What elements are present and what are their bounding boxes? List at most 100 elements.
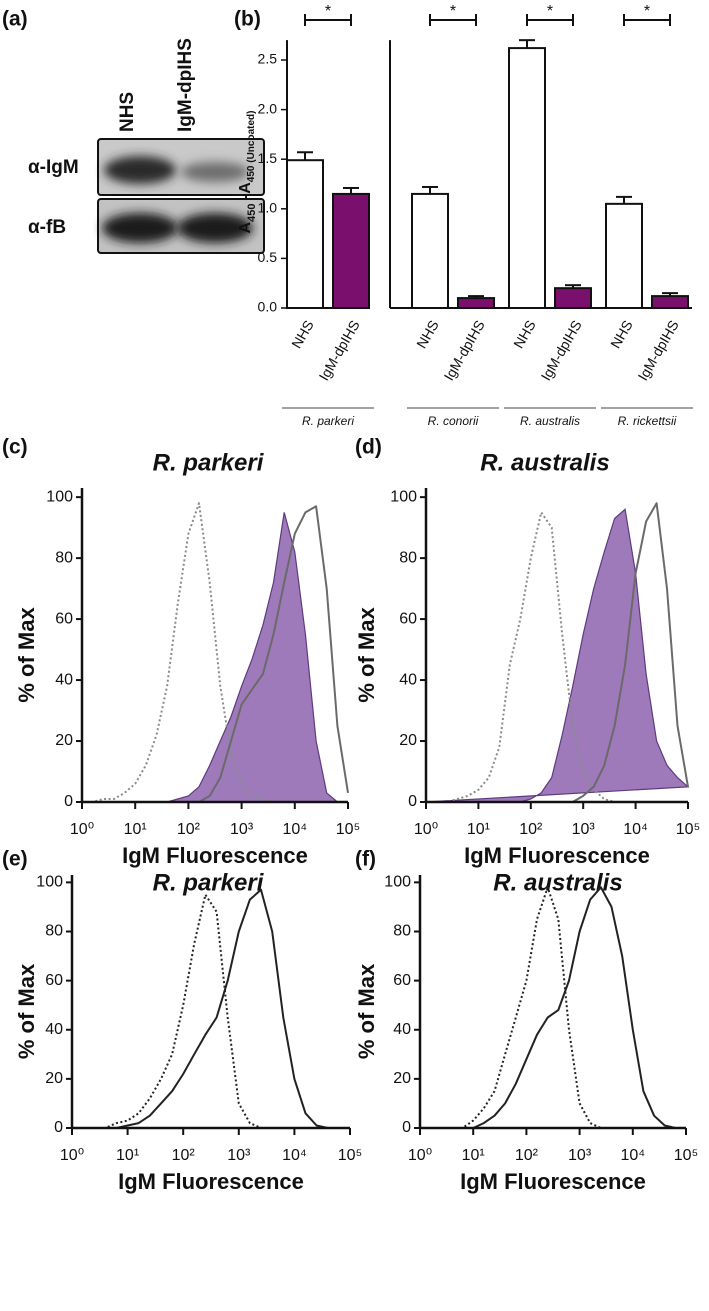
- y-tick-label: 1.5: [258, 150, 278, 166]
- histogram-area: [82, 512, 348, 803]
- significance-star: *: [644, 3, 650, 20]
- y-tick-label: 80: [393, 923, 411, 940]
- group-label: R. australis: [520, 414, 580, 428]
- x-axis-label: IgM Fluorescence: [122, 843, 308, 868]
- y-axis-label-part: A: [237, 221, 254, 233]
- y-tick-label: 60: [55, 610, 73, 627]
- x-tick-label: 10⁰: [408, 1147, 432, 1164]
- bar: [286, 159, 324, 309]
- x-tick-label: 10⁴: [623, 821, 648, 838]
- y-axis-label: % of Max: [14, 963, 39, 1059]
- bar: [651, 295, 689, 310]
- histogram-line: [72, 888, 350, 1129]
- bar: [332, 192, 370, 309]
- blot-band: [104, 156, 176, 184]
- bar: [508, 47, 546, 309]
- x-tick-label: 10²: [177, 821, 201, 838]
- chart-title: R. australis: [493, 869, 622, 896]
- panel-label: (d): [355, 436, 382, 459]
- y-tick-label: 0: [64, 793, 73, 810]
- x-tick-label: 10⁰: [70, 821, 94, 838]
- group-label: R. parkeri: [302, 414, 354, 428]
- blot-band: [102, 213, 178, 243]
- y-tick-label: 40: [393, 1021, 411, 1038]
- y-tick-label: 100: [390, 488, 417, 505]
- x-tick-label: 10¹: [124, 821, 147, 838]
- y-tick-label: 0.5: [258, 249, 278, 265]
- significance-bracket: [304, 14, 352, 26]
- x-tick-label: 10⁵: [338, 1147, 362, 1164]
- y-tick-label: 0: [54, 1119, 63, 1136]
- x-tick-label: IgM-dpIHS: [634, 317, 681, 383]
- y-axis-label: A450 -A450 (Uncoated): [237, 111, 258, 234]
- histogram-area: [425, 508, 690, 803]
- panel-label: (e): [2, 848, 28, 871]
- group-label: R. conorii: [428, 414, 479, 428]
- x-tick-label: 10⁴: [620, 1147, 645, 1164]
- y-tick-label: 100: [36, 874, 63, 891]
- row-label: α-fB: [28, 217, 66, 238]
- x-tick-label: 10²: [515, 1147, 539, 1164]
- histogram-line: [420, 886, 686, 1129]
- panel-label: (f): [355, 848, 376, 871]
- chart-title: R. parkeri: [153, 869, 265, 896]
- x-tick-label: 10²: [519, 821, 543, 838]
- x-tick-label: IgM-dpIHS: [315, 317, 362, 383]
- y-tick-label: 80: [45, 923, 63, 940]
- x-tick-label: NHS: [510, 317, 539, 351]
- significance-star: *: [325, 3, 331, 20]
- y-tick-label: 60: [399, 610, 417, 627]
- group-label: R. rickettsii: [618, 414, 677, 428]
- x-tick-label: 10⁰: [414, 821, 438, 838]
- x-tick-label: 10⁵: [674, 1147, 698, 1164]
- histogram-line: [420, 886, 686, 1129]
- significance-bracket: [623, 14, 671, 26]
- y-tick-label: 20: [399, 732, 417, 749]
- y-axis-label: % of Max: [14, 607, 39, 703]
- y-tick-label: 60: [45, 972, 63, 989]
- lane-label: NHS: [117, 92, 138, 132]
- significance-star: *: [450, 3, 456, 20]
- x-tick-label: 10³: [568, 1147, 592, 1164]
- row-label: α-IgM: [28, 157, 79, 178]
- x-tick-label: NHS: [413, 317, 442, 351]
- x-tick-label: IgM-dpIHS: [537, 317, 584, 383]
- y-tick-label: 80: [399, 549, 417, 566]
- y-tick-label: 40: [399, 671, 417, 688]
- histogram-line: [72, 893, 350, 1129]
- x-axis-label: IgM Fluorescence: [460, 1169, 646, 1194]
- x-tick-label: NHS: [607, 317, 636, 351]
- y-tick-label: 20: [55, 732, 73, 749]
- x-tick-label: 10¹: [467, 821, 490, 838]
- bar: [457, 297, 495, 309]
- y-tick-label: 80: [55, 549, 73, 566]
- panel-label: (b): [234, 8, 261, 31]
- x-tick-label: 10⁵: [336, 821, 360, 838]
- x-tick-label: 10³: [572, 821, 596, 838]
- y-axis-label-part: 450 (Uncoated): [246, 111, 257, 183]
- significance-bracket: [526, 14, 574, 26]
- y-tick-label: 60: [393, 972, 411, 989]
- x-axis-label: IgM Fluorescence: [464, 843, 650, 868]
- panel-label: (c): [2, 436, 28, 459]
- y-tick-label: 20: [393, 1070, 411, 1087]
- x-tick-label: 10³: [227, 1147, 251, 1164]
- x-tick-label: 10⁵: [676, 821, 700, 838]
- y-axis-label: % of Max: [354, 963, 379, 1059]
- y-tick-label: 40: [55, 671, 73, 688]
- y-tick-label: 100: [384, 874, 411, 891]
- histogram-line: [82, 502, 348, 803]
- chart-title: R. parkeri: [153, 449, 265, 476]
- lane-label: IgM-dpIHS: [175, 38, 196, 132]
- x-tick-label: 10⁰: [60, 1147, 84, 1164]
- y-axis-label: % of Max: [354, 607, 379, 703]
- x-tick-label: 10³: [230, 821, 254, 838]
- blot-band: [181, 162, 249, 182]
- bar: [554, 287, 592, 310]
- chart-title: R. australis: [480, 449, 609, 476]
- x-tick-label: NHS: [288, 317, 317, 351]
- y-axis-label-part: 450: [246, 204, 258, 222]
- x-tick-label: 10¹: [116, 1147, 139, 1164]
- panel-label: (a): [2, 8, 28, 31]
